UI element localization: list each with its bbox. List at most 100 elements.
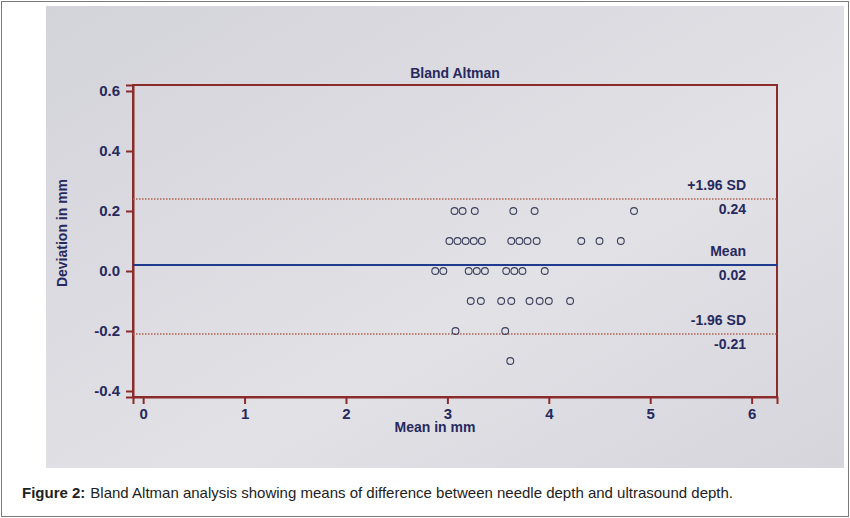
caption-label: Figure 2: xyxy=(22,484,85,501)
x-axis: 0 1 2 3 4 5 6 xyxy=(134,397,778,422)
point xyxy=(477,298,484,305)
tick-label: 0.0 xyxy=(99,262,120,279)
reference-labels: +1.96 SD 0.24 Mean 0.02 -1.96 SD -0.21 xyxy=(687,177,746,352)
tick-label: 0.6 xyxy=(99,82,120,99)
reference-value: -0.21 xyxy=(714,336,746,352)
point xyxy=(524,238,531,245)
point xyxy=(510,208,517,215)
tick: -0.4 xyxy=(94,382,133,399)
point xyxy=(451,208,458,215)
tick-label: 5 xyxy=(647,405,655,422)
point xyxy=(440,268,447,275)
point xyxy=(533,238,540,245)
reference-line xyxy=(133,198,777,199)
y-axis: -0.4 -0.2 0.0 0.2 0.4 0.6 xyxy=(94,82,133,399)
tick-mark xyxy=(447,397,449,404)
tick: 0.4 xyxy=(99,142,133,159)
tick-mark xyxy=(126,91,133,93)
point xyxy=(526,298,533,305)
tick-mark xyxy=(345,397,347,404)
tick-mark xyxy=(548,397,550,404)
tick: 5 xyxy=(647,397,655,422)
point xyxy=(631,208,638,215)
point xyxy=(482,268,489,275)
photo-background xyxy=(46,6,844,468)
figure-border xyxy=(2,2,849,517)
reference-line xyxy=(133,264,777,266)
reference-label: Mean xyxy=(710,243,746,259)
tick-mark xyxy=(126,391,133,393)
tick: 1 xyxy=(241,397,249,422)
tick-mark xyxy=(126,211,133,213)
point xyxy=(452,328,459,335)
tick-label: 4 xyxy=(545,405,554,422)
point xyxy=(498,298,505,305)
tick-mark xyxy=(244,397,246,404)
tick: 0.0 xyxy=(99,262,133,279)
point xyxy=(536,298,543,305)
point xyxy=(507,358,514,365)
point xyxy=(470,238,477,245)
point xyxy=(478,238,485,245)
tick: 4 xyxy=(545,397,554,422)
points xyxy=(432,208,638,365)
tick: 3 xyxy=(444,397,452,422)
point xyxy=(519,268,526,275)
point xyxy=(578,238,585,245)
point xyxy=(516,238,523,245)
y-axis-title: Deviation in mm xyxy=(54,179,70,287)
tick-mark xyxy=(751,397,753,404)
caption-text: Bland Altman analysis showing means of d… xyxy=(90,484,733,501)
point xyxy=(471,208,478,215)
reference-value: 0.02 xyxy=(719,267,746,283)
chart: -0.4 -0.2 0.0 0.2 0.4 0.6 0 1 2 3 4 5 6 +1.96 SD 0.24 M… xyxy=(0,0,850,518)
tick-mark xyxy=(126,331,133,333)
reference-label: +1.96 SD xyxy=(687,177,746,193)
point xyxy=(462,238,469,245)
point xyxy=(567,298,574,305)
point xyxy=(541,268,548,275)
tick-mark xyxy=(126,271,133,273)
plot-area xyxy=(133,199,777,364)
tick-label: -0.4 xyxy=(94,382,121,399)
tick-label: -0.2 xyxy=(94,322,120,339)
tick: 2 xyxy=(342,397,350,422)
point xyxy=(467,298,474,305)
tick-label: 6 xyxy=(748,405,756,422)
tick: 6 xyxy=(748,397,756,422)
point xyxy=(545,298,552,305)
tick-label: 1 xyxy=(241,405,249,422)
point xyxy=(596,238,603,245)
title: Bland Altman xyxy=(410,65,500,81)
tick: 0 xyxy=(139,397,147,422)
tick: 0.6 xyxy=(99,82,133,99)
point xyxy=(531,208,538,215)
tick: -0.2 xyxy=(94,322,133,339)
point xyxy=(473,268,480,275)
point xyxy=(459,208,466,215)
point xyxy=(465,268,472,275)
point xyxy=(617,238,624,245)
axis-line xyxy=(134,398,778,405)
point xyxy=(508,238,515,245)
tick-label: 2 xyxy=(342,405,350,422)
tick-label: 0 xyxy=(139,405,147,422)
caption: Figure 2: Bland Altman analysis showing m… xyxy=(22,484,733,501)
tick-mark xyxy=(126,151,133,153)
reference-label: -1.96 SD xyxy=(691,312,746,328)
point xyxy=(502,328,509,335)
x-axis-title: Mean in mm xyxy=(395,419,476,435)
point xyxy=(503,268,510,275)
point xyxy=(454,238,461,245)
tick-mark xyxy=(143,397,145,404)
reference-value: 0.24 xyxy=(719,201,746,217)
tick-mark xyxy=(650,397,652,404)
point xyxy=(508,298,515,305)
point xyxy=(432,268,439,275)
tick-label: 0.4 xyxy=(99,142,121,159)
tick-label: 0.2 xyxy=(99,202,120,219)
point xyxy=(446,238,453,245)
plot-frame xyxy=(133,85,777,397)
point xyxy=(511,268,518,275)
tick: 0.2 xyxy=(99,202,133,219)
